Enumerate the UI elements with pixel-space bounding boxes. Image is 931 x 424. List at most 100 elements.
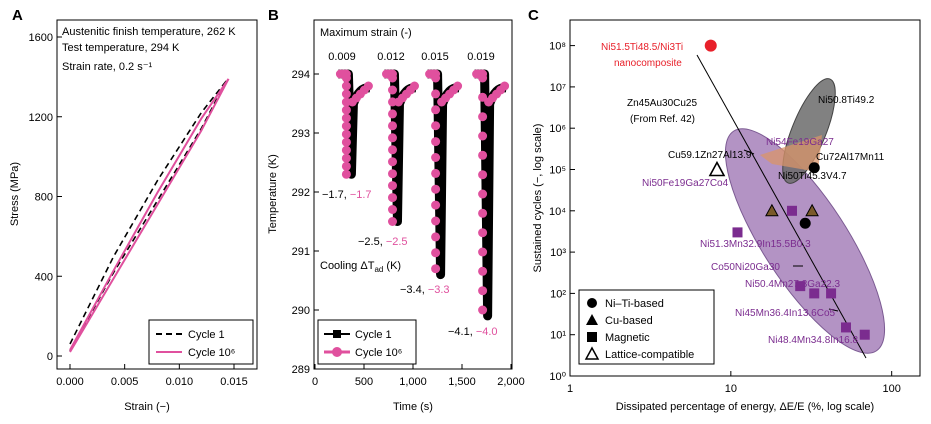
b-cooling-value-cycle-1: −4.1, −4.0 (448, 326, 498, 338)
c-legend-marker-magnetic (587, 332, 597, 342)
label-nimnin-2: Ni48.4Mn34.8In16.8 (768, 335, 859, 346)
c-point-magnetic (859, 329, 870, 340)
a-xtick-label: 0.000 (56, 376, 84, 388)
c-point-highlight (704, 39, 717, 52)
label-nimninco: Ni45Mn36.4In13.6Co5 (735, 308, 836, 319)
b-dot-cycle-1e6 (388, 169, 397, 179)
c-point-magnetic (841, 322, 851, 333)
c-point-niti (799, 217, 811, 229)
b-dot-cycle-1e6 (431, 105, 441, 115)
panel-b-xlabel: Time (s) (393, 401, 433, 413)
c-point-lattice (708, 160, 726, 177)
b-ytick-label: 290 (292, 305, 310, 317)
c-point-magnetic (795, 281, 806, 292)
label-red-composite-1: Ni51.5Ti48.5/Ni3Ti (601, 42, 683, 53)
panel-a-label: A (12, 7, 23, 24)
c-point-niti (808, 162, 820, 174)
legend-label-cycle-1: Cycle 1 (188, 329, 225, 341)
trend-line (696, 54, 867, 359)
c-xtick-label: 1 (567, 383, 573, 395)
label-nifega: Ni54Fe19Ga27 (766, 137, 834, 148)
panel-c-legend: Ni–Ti-based Cu-based Magnetic Lattice-compa… (578, 289, 715, 365)
b-dot-cycle-1e6 (341, 105, 351, 115)
a-ytick-label: 400 (35, 271, 53, 283)
b-dot-cycle-1e6 (431, 168, 441, 178)
c-legend-marker-niti (587, 298, 597, 308)
label-nifegaco: Ni50Fe19Ga27Co4 (642, 178, 729, 189)
b-dot-cycle-1e6 (431, 200, 441, 210)
c-ytick-label: 10⁶ (549, 123, 566, 135)
b-dot-cycle-1e6 (431, 89, 441, 99)
panel-a-annotation-3: Strain rate, 0.2 s⁻¹ (62, 61, 153, 73)
a-curve-cycle-1-loading (69, 80, 227, 345)
label-nitiv: Ni50Ti45.3V4.7 (778, 171, 847, 182)
b-dot-cycle-1e6 (478, 208, 488, 218)
c-point-cu (805, 203, 819, 217)
b-strain-label: 0.019 (467, 51, 495, 63)
panel-c-legend-box (578, 289, 715, 365)
b-dot-cycle-1e6 (478, 286, 488, 296)
c-ytick-label: 10¹ (550, 330, 566, 342)
a-curve-cycle-1e6-unloading (69, 78, 230, 353)
label-red-composite-2: nanocomposite (614, 58, 682, 69)
a-ytick-label: 800 (35, 192, 53, 204)
b-xtick-label: 0 (312, 376, 318, 388)
c-ytick-label: 10² (550, 288, 566, 300)
a-ytick-label: 0 (47, 351, 53, 363)
panel-a-legend: Cycle 1 Cycle 10⁶ (148, 319, 254, 365)
a-xtick-label: 0.005 (111, 376, 139, 388)
panel-c: C 1 10 100 10⁰ 10¹ 10² 10³ 10⁴ 10⁵ 10⁶ 10⁷ 10⁸ Ni51… (528, 7, 921, 413)
b-dot-cycle-1e6 (431, 264, 441, 274)
c-point-magnetic (786, 205, 797, 216)
b-dot-cycle-1e6 (431, 184, 441, 194)
b-dot-cycle-1e6 (388, 133, 397, 143)
b-cooling-value-cycle-1e6: −1.7 (347, 189, 372, 201)
panel-c-ticks: 1 10 100 10⁰ 10¹ 10² 10³ 10⁴ 10⁵ 10⁶ 10⁷ 10⁸ (549, 41, 901, 395)
panel-a-ticks: 0.000 0.005 0.010 0.015 0 400 800 1200 1600 (29, 32, 248, 388)
b-dot-cycle-1e6 (341, 121, 351, 131)
panel-a: A 0.000 0.005 0.010 0.015 0 400 800 1200 1600 Au… (9, 7, 258, 413)
b-dot-cycle-1e6 (478, 305, 488, 315)
b-dot-cycle-1e6 (388, 109, 397, 119)
panel-a-ylabel: Stress (MPa) (9, 162, 21, 226)
b-dot-cycle-1e6 (478, 112, 488, 122)
panel-b-ylabel: Temperature (K) (267, 154, 279, 233)
b-dot-cycle-1e6 (388, 157, 397, 167)
b-dot-cycle-1e6 (341, 153, 351, 163)
b-dot-cycle-1e6 (478, 228, 488, 238)
b-dot-cycle-1e6 (431, 153, 441, 162)
b-dot-cycle-1e6 (478, 247, 488, 257)
panel-a-legend-box (148, 319, 254, 365)
panel-a-xlabel: Strain (−) (124, 401, 170, 413)
legend-label-b-cycle-1: Cycle 1 (355, 329, 392, 341)
b-ytick-label: 292 (292, 187, 310, 199)
legend-marker-b-cycle-1e6 (332, 347, 342, 357)
c-ytick-label: 10⁰ (549, 371, 566, 383)
b-strain-label: 0.015 (421, 51, 449, 63)
b-dot-cycle-1e6 (341, 129, 351, 139)
b-dot-cycle-1e6 (388, 85, 397, 95)
b-dot-cycle-1e6 (388, 121, 397, 131)
b-cooling-value-cycle-1: −3.4, −3.3 (400, 284, 450, 296)
c-legend-label: Lattice-compatible (605, 349, 694, 361)
b-ytick-label: 294 (292, 69, 310, 81)
b-dot-cycle-1e6 (341, 89, 351, 99)
b-ytick-label: 289 (292, 364, 310, 376)
c-point-magnetic (809, 288, 820, 299)
b-cooling-value-cycle-1e6: −4.0 (473, 326, 498, 338)
panel-b-label: B (268, 7, 279, 24)
label-cualmn: Cu72Al17Mn11 (816, 152, 885, 163)
b-cooling-value-cycle-1: −1.7, −1.7 (322, 189, 372, 201)
b-dot-cycle-1e6 (410, 81, 419, 91)
c-legend-marker-lattice (584, 346, 600, 360)
c-point-magnetic (826, 288, 837, 299)
legend-marker-b-cycle-1 (333, 330, 341, 338)
c-ytick-label: 10³ (550, 247, 566, 259)
c-legend-label: Cu-based (605, 315, 653, 327)
magnetic-region-ellipse (724, 128, 886, 354)
b-dot-cycle-1e6 (431, 216, 441, 226)
b-strain-label: 0.012 (377, 51, 405, 63)
b-dot-cycle-1e6 (500, 81, 510, 91)
b-dot-cycle-1e6 (341, 145, 351, 155)
